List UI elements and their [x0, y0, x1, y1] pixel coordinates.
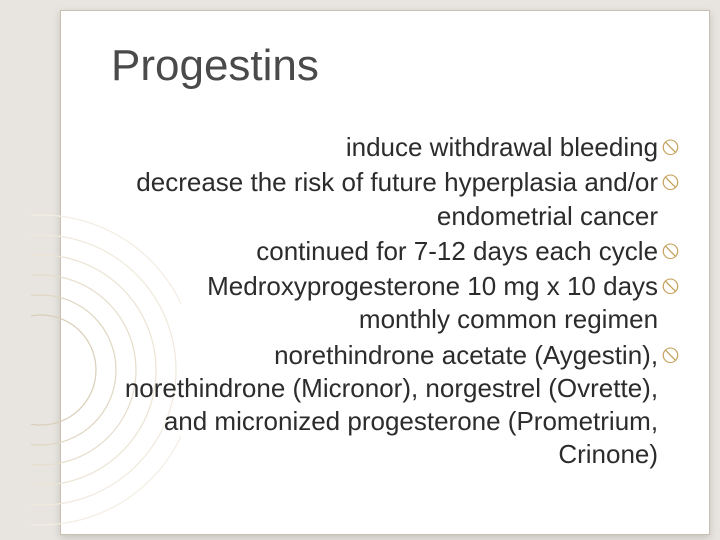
- bullet-item: ⦸ induce withdrawal bleeding: [111, 131, 679, 164]
- bullet-icon: ⦸: [662, 166, 679, 195]
- bullet-icon: ⦸: [662, 339, 679, 368]
- bullet-text: Medroxyprogesterone 10 mg x 10 days mont…: [111, 270, 658, 337]
- bullet-item: ⦸ continued for 7-12 days each cycle: [111, 235, 679, 268]
- slide-title: Progestins: [111, 41, 319, 91]
- bullet-item: ⦸ Medroxyprogesterone 10 mg x 10 days mo…: [111, 270, 679, 337]
- bullet-icon: ⦸: [662, 235, 679, 264]
- bullet-icon: ⦸: [662, 131, 679, 160]
- slide-content: ⦸ induce withdrawal bleeding ⦸ decrease …: [111, 131, 679, 474]
- bullet-text: continued for 7-12 days each cycle: [111, 235, 658, 268]
- slide-card: Progestins ⦸ induce withdrawal bleeding …: [60, 10, 710, 535]
- bullet-text: induce withdrawal bleeding: [111, 131, 658, 164]
- bullet-text: decrease the risk of future hyperplasia …: [111, 166, 658, 233]
- bullet-icon: ⦸: [662, 270, 679, 299]
- bullet-item: ⦸ norethindrone acetate (Aygestin), nore…: [111, 339, 679, 472]
- bullet-item: ⦸ decrease the risk of future hyperplasi…: [111, 166, 679, 233]
- bullet-text: norethindrone acetate (Aygestin), noreth…: [111, 339, 658, 472]
